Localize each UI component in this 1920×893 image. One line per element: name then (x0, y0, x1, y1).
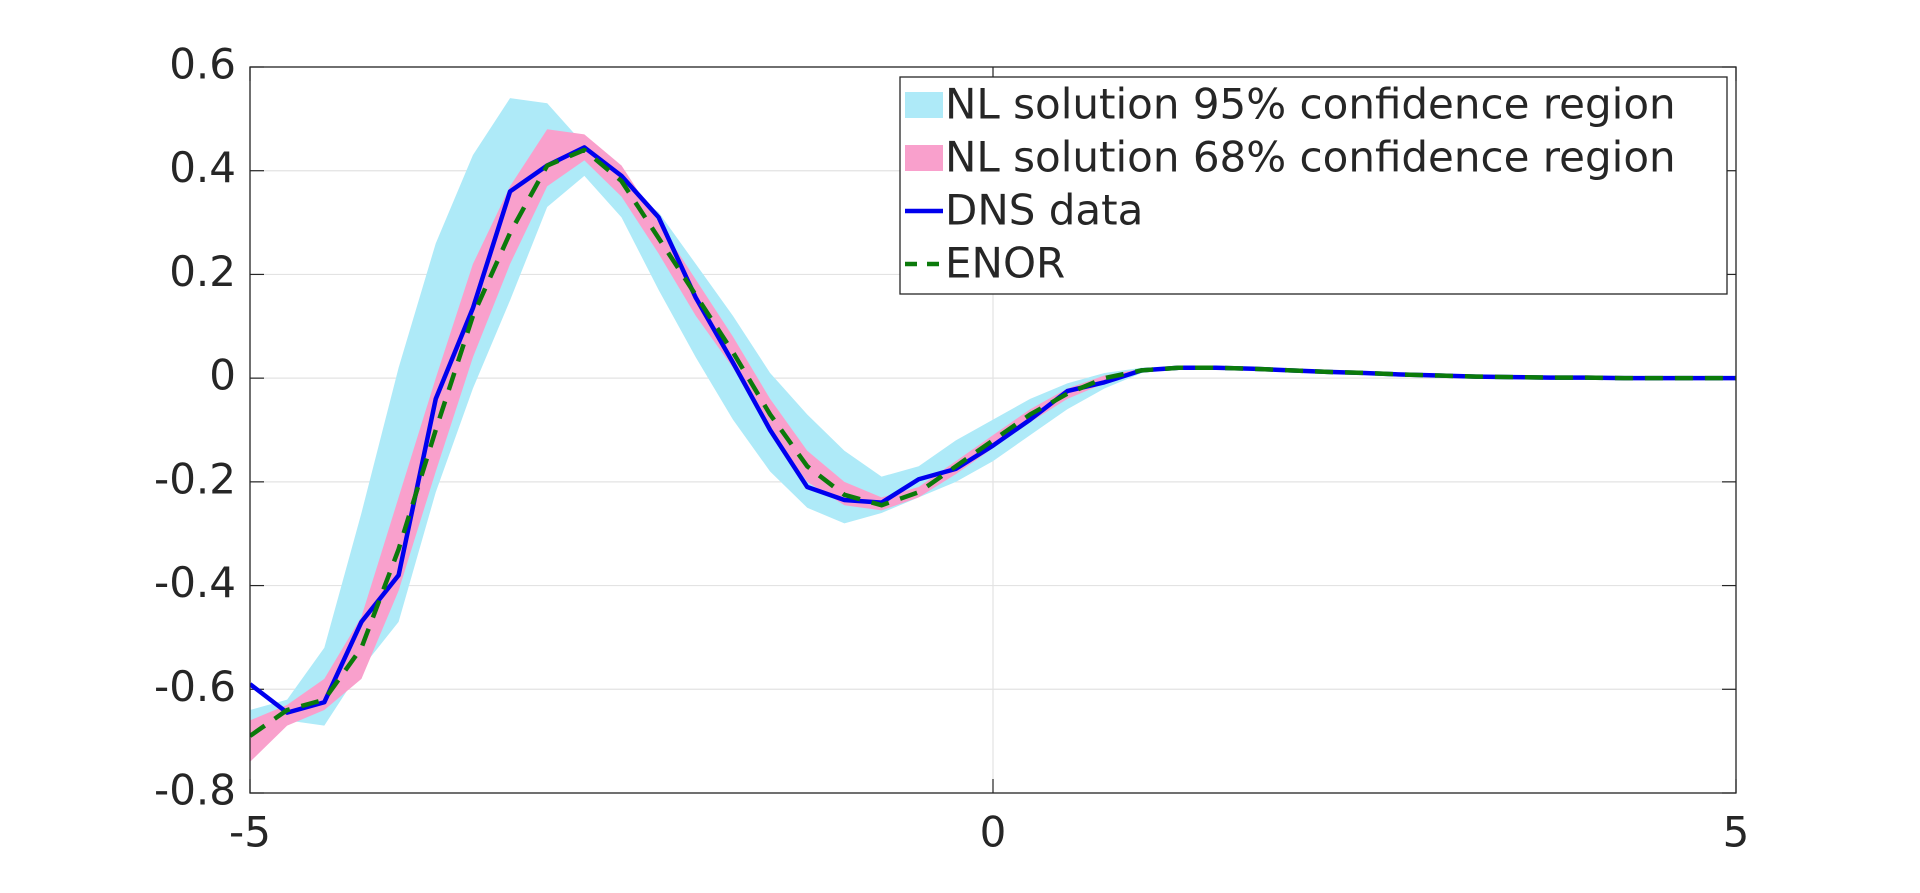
y-tick-label: 0.6 (169, 40, 236, 89)
legend-box (899, 76, 1728, 295)
y-tick-label: -0.4 (154, 558, 236, 607)
y-tick-label: 0.4 (169, 143, 236, 192)
plot-frame (249, 66, 1737, 794)
legend-label: NL solution 95% confidence region (945, 80, 1676, 129)
y-tick-label: -0.2 (154, 454, 236, 503)
legend-label: NL solution 68% confidence region (945, 133, 1676, 182)
x-tick-label: 5 (1723, 808, 1750, 857)
legend-swatch (905, 145, 943, 171)
y-tick-label: -0.6 (154, 662, 236, 711)
y-tick-label: -0.8 (154, 766, 236, 815)
legend-label: ENOR (945, 239, 1065, 288)
y-tick-label: 0 (209, 351, 236, 400)
series-line (250, 145, 1736, 715)
x-tick-label: 0 (980, 808, 1007, 857)
legend-swatch (905, 92, 943, 118)
y-tick-label: 0.2 (169, 247, 236, 296)
confidence-band (250, 98, 1736, 757)
legend-label: DNS data (945, 186, 1143, 235)
x-tick-label: -5 (229, 808, 271, 857)
